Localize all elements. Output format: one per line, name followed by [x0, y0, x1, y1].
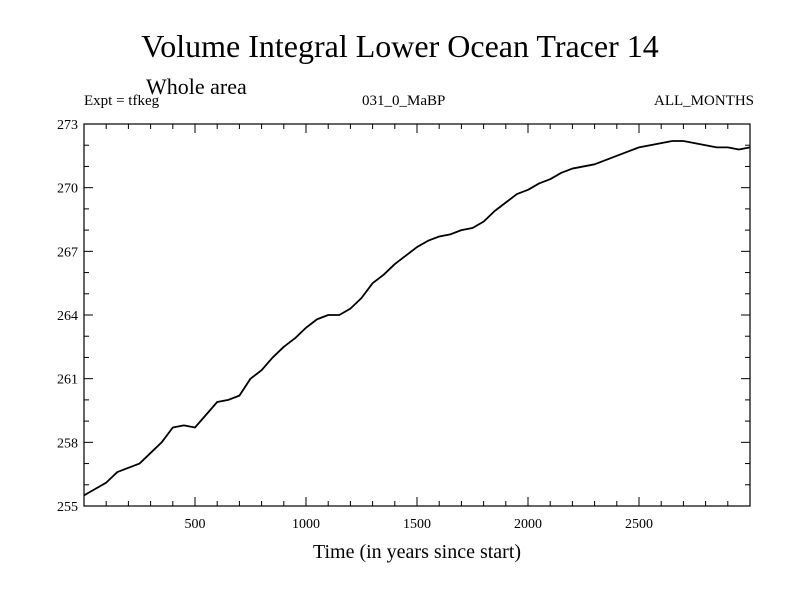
x-tick-label: 2000 [514, 517, 542, 532]
y-tick-label: 264 [57, 309, 78, 324]
axis-ticks [84, 124, 750, 506]
x-tick-label: 500 [185, 517, 206, 532]
period-label: 031_0_MaBP [362, 93, 446, 109]
x-tick-label: 1000 [292, 517, 320, 532]
y-tick-label: 267 [57, 245, 78, 260]
x-axis-title: Time (in years since start) [313, 541, 521, 563]
y-tick-label: 255 [57, 500, 78, 515]
y-tick-label: 270 [57, 182, 78, 197]
chart-title: Volume Integral Lower Ocean Tracer 14 [141, 28, 659, 64]
y-tick-label: 273 [57, 118, 78, 133]
experiment-label: Expt = tfkeg [84, 93, 160, 109]
x-tick-label: 2500 [625, 517, 653, 532]
tick-labels: 500 1000 1500 2000 2500 255 258 261 264 267 270 273 [57, 118, 653, 532]
series-line [83, 140, 751, 497]
y-tick-label: 258 [57, 436, 78, 451]
y-tick-label: 261 [57, 373, 78, 388]
series-layer [83, 140, 751, 497]
x-tick-label: 1500 [403, 517, 431, 532]
plot-frame [83, 123, 751, 507]
chart-subtitle: Whole area [146, 74, 247, 99]
months-label: ALL_MONTHS [654, 93, 754, 109]
